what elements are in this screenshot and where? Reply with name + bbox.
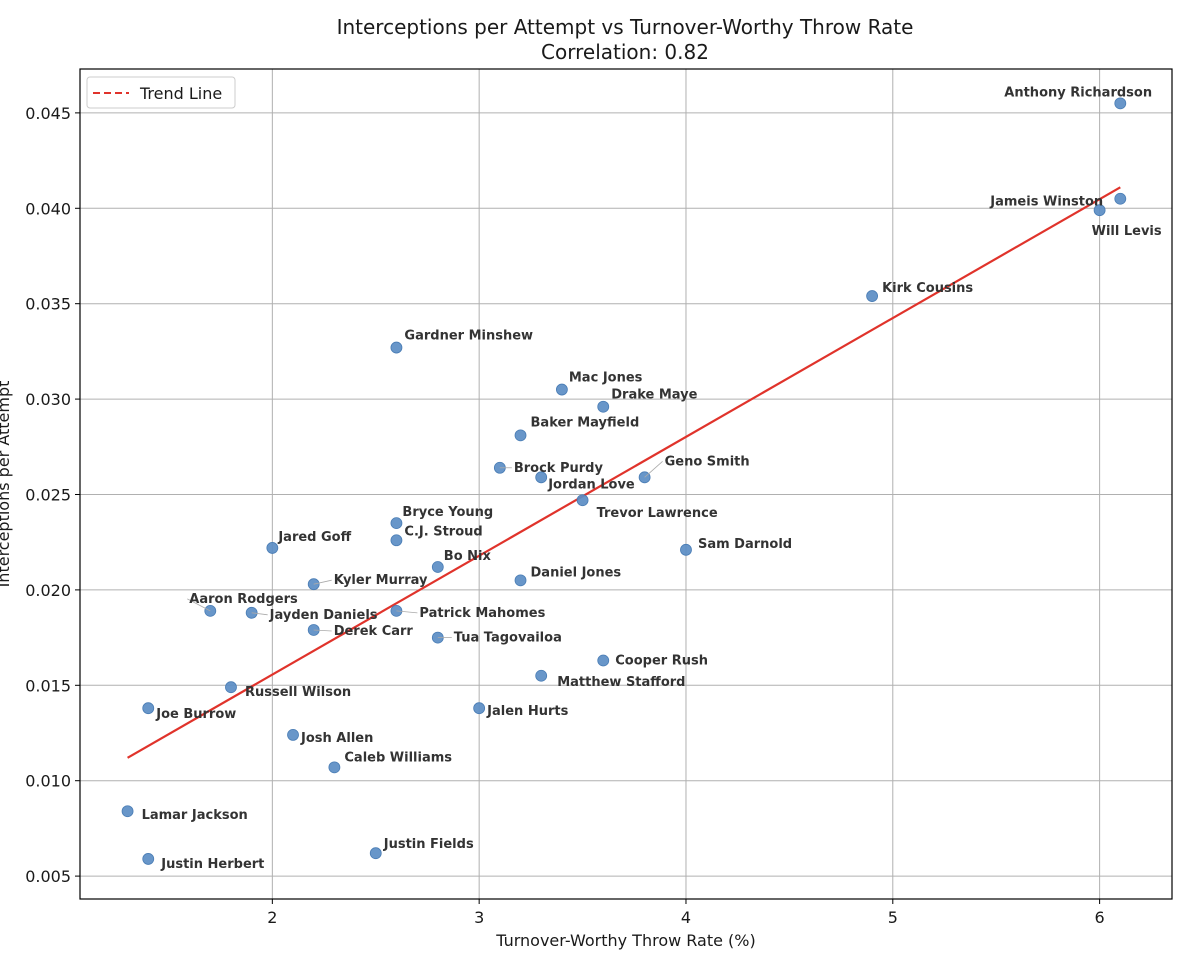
point-label: Caleb Williams (344, 750, 452, 765)
y-tick-label: 0.045 (25, 104, 71, 123)
data-point (121, 805, 134, 818)
point-label: Kirk Cousins (882, 281, 973, 296)
point-label: Anthony Richardson (1004, 85, 1152, 100)
point-label: Baker Mayfield (531, 415, 640, 430)
point-label: Tua Tagovailoa (454, 631, 562, 646)
data-point (142, 702, 155, 715)
data-point (369, 847, 382, 860)
y-tick-label: 0.010 (25, 772, 71, 791)
plot-frame (79, 68, 1173, 900)
chart-subtitle: Correlation: 0.82 (541, 40, 709, 64)
data-point (535, 669, 548, 682)
y-tick-label: 0.020 (25, 581, 71, 600)
data-point (1114, 192, 1127, 205)
point-label: Sam Darnold (698, 537, 792, 552)
point-label: Bo Nix (444, 549, 492, 564)
point-labels-layer: Anthony Richardson Jameis Winston Will Lev… (142, 85, 1162, 872)
chart-title: Interceptions per Attempt vs Turnover-Wo… (337, 15, 914, 39)
y-tick-label: 0.005 (25, 867, 71, 886)
point-label: Jared Goff (277, 530, 351, 545)
point-label: Kyler Murray (334, 573, 428, 588)
data-point (328, 761, 341, 774)
y-tick-label: 0.040 (25, 199, 71, 218)
point-label: Geno Smith (665, 454, 750, 469)
point-label: Trevor Lawrence (597, 506, 718, 521)
data-point (597, 400, 610, 413)
data-point (266, 542, 279, 554)
point-label: Mac Jones (569, 371, 643, 386)
ticks-layer: 2 3 4 5 6 0.005 0.010 0.015 0.020 0.025 0.030 0.035… (25, 104, 1105, 927)
point-label: Bryce Young (402, 505, 493, 520)
data-point (1093, 204, 1106, 217)
legend-box (86, 76, 236, 109)
data-point (287, 729, 299, 741)
point-label: Joe Burrow (155, 707, 236, 722)
point-label: Josh Allen (300, 731, 373, 746)
point-label: Gardner Minshew (404, 329, 533, 344)
legend: Trend Line (86, 76, 236, 109)
data-point (576, 494, 589, 507)
y-tick-label: 0.030 (25, 390, 71, 409)
point-label: Cooper Rush (615, 653, 708, 668)
point-label: Jayden Daniels (269, 608, 378, 623)
point-label: Matthew Stafford (557, 675, 685, 690)
data-point (555, 383, 568, 396)
point-label: Patrick Mahomes (419, 606, 545, 621)
y-tick-label: 0.025 (25, 485, 71, 504)
x-tick-label: 4 (681, 908, 691, 927)
point-label: Daniel Jones (531, 565, 622, 580)
data-point (431, 561, 444, 573)
point-label: Brock Purdy (514, 461, 604, 476)
trend-line (127, 186, 1121, 759)
data-point (866, 290, 879, 302)
data-point (225, 681, 237, 694)
data-point (597, 654, 610, 667)
point-label: Jordan Love (547, 477, 635, 492)
label-leader (187, 598, 211, 612)
point-label: Justin Fields (383, 837, 474, 852)
data-point (390, 341, 403, 354)
legend-trend-label: Trend Line (139, 84, 222, 103)
data-point (535, 471, 548, 484)
y-axis-label: Interceptions per Attempt (0, 381, 13, 588)
point-label: Jameis Winston (989, 195, 1103, 210)
data-point (473, 702, 486, 715)
label-leader (251, 612, 268, 616)
point-label: Drake Maye (611, 388, 697, 403)
point-label: Russell Wilson (245, 685, 351, 700)
point-label: Aaron Rodgers (189, 592, 298, 607)
grid (80, 69, 1172, 899)
x-tick-label: 2 (267, 908, 277, 927)
data-point (680, 543, 692, 556)
data-point (390, 517, 403, 530)
label-leader (396, 610, 418, 614)
trend-line-layer (127, 186, 1121, 759)
label-leader (644, 461, 663, 478)
label-leader (313, 579, 332, 585)
data-point (514, 429, 527, 442)
data-point (1114, 97, 1127, 110)
data-point (142, 853, 155, 865)
point-label: Justin Herbert (160, 857, 264, 872)
y-tick-label: 0.035 (25, 295, 71, 314)
x-axis-label: Turnover-Worthy Throw Rate (%) (495, 931, 755, 950)
point-label: Derek Carr (334, 624, 414, 639)
x-tick-label: 6 (1095, 908, 1105, 927)
y-tick-label: 0.015 (25, 676, 71, 695)
point-label: Jalen Hurts (486, 704, 568, 719)
x-tick-label: 5 (888, 908, 898, 927)
x-tick-label: 3 (474, 908, 484, 927)
point-label: Lamar Jackson (142, 808, 248, 823)
label-leader (313, 629, 332, 632)
point-label: C.J. Stroud (404, 524, 482, 539)
point-label: Will Levis (1092, 224, 1162, 239)
data-point (390, 534, 403, 547)
data-point (514, 574, 527, 587)
